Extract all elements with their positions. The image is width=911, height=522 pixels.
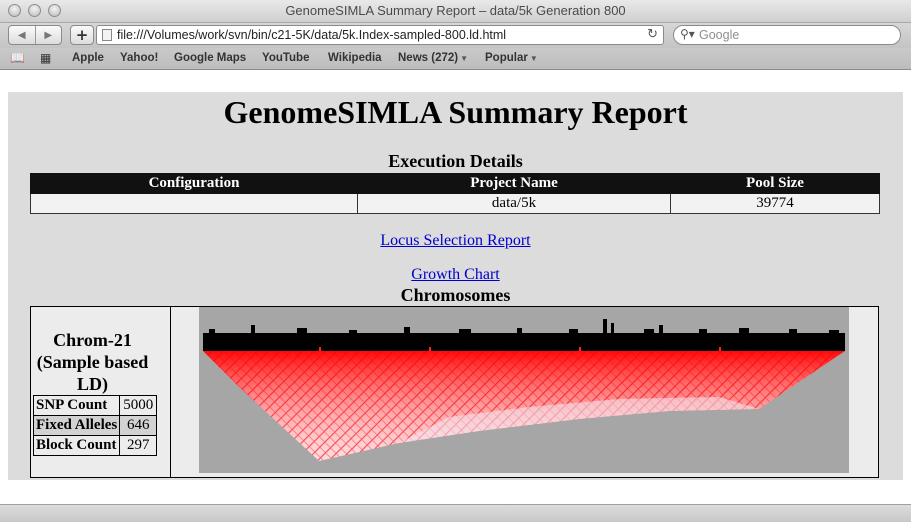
project-name-cell: data/5k: [357, 193, 671, 214]
status-bar: [0, 504, 911, 522]
pool-size-cell: 39774: [670, 193, 880, 214]
search-field[interactable]: ⚲▾: [673, 25, 901, 45]
stat-row-block-count: Block Count 297: [32, 435, 158, 456]
minimize-window-button[interactable]: [28, 4, 41, 17]
report-page: GenomeSIMLA Summary Report Execution Det…: [8, 92, 903, 480]
column-header-project-name: Project Name: [357, 173, 671, 194]
snp-marker-bar: [203, 333, 845, 351]
window-title: GenomeSIMLA Summary Report – data/5k Gen…: [285, 3, 626, 18]
search-icon: ⚲▾: [680, 27, 695, 41]
stat-value: 5000: [119, 395, 158, 416]
bookmark-wikipedia[interactable]: Wikipedia: [328, 52, 382, 64]
chromosomes-title: Chromosomes: [400, 285, 511, 305]
bookmark-news-label: News (272): [398, 52, 459, 64]
bookmark-google-maps[interactable]: Google Maps: [174, 52, 247, 64]
bookmark-popular-menu[interactable]: Popular ▼: [485, 52, 538, 64]
url-text[interactable]: file:///Volumes/work/svn/bin/c21-5K/data…: [117, 28, 507, 42]
table-header-row: Configuration Project Name Pool Size: [30, 173, 880, 194]
browser-toolbar: ◀ ▶ + file:///Volumes/work/svn/bin/c21-5…: [0, 23, 911, 48]
bookmark-yahoo[interactable]: Yahoo!: [120, 52, 159, 64]
reload-icon[interactable]: ↻: [647, 27, 658, 42]
forward-button[interactable]: ▶: [34, 26, 62, 44]
stat-label: SNP Count: [32, 395, 121, 416]
column-header-pool-size: Pool Size: [670, 173, 880, 194]
stat-label: Block Count: [32, 435, 121, 456]
execution-details-table: Configuration Project Name Pool Size dat…: [30, 173, 880, 214]
stat-value: 297: [119, 435, 158, 456]
plus-icon: +: [75, 26, 89, 44]
history-nav: ◀ ▶: [8, 25, 62, 45]
bookmark-apple[interactable]: Apple: [72, 52, 104, 64]
document-icon: [102, 29, 112, 41]
bookmark-youtube[interactable]: YouTube: [262, 52, 310, 64]
ld-low-region: [399, 397, 759, 443]
address-bar[interactable]: file:///Volumes/work/svn/bin/c21-5K/data…: [96, 25, 664, 45]
stat-value: 646: [119, 415, 158, 436]
chevron-down-icon: ▼: [460, 54, 469, 63]
ld-heatmap-image: [199, 307, 849, 473]
configuration-cell: [30, 193, 358, 214]
close-window-button[interactable]: [8, 4, 21, 17]
search-input[interactable]: [699, 27, 889, 43]
chromosome-name: Chrom-21 (Sample based LD): [36, 330, 149, 394]
forward-icon: ▶: [44, 29, 53, 41]
chromosome-stats-table: SNP Count 5000 Fixed Alleles 646 Block C…: [32, 395, 158, 456]
page-title: GenomeSIMLA Summary Report: [223, 94, 688, 130]
back-button[interactable]: ◀: [9, 26, 35, 44]
execution-details-title: Execution Details: [388, 151, 523, 171]
bookmark-popular-label: Popular: [485, 52, 528, 64]
window-titlebar: GenomeSIMLA Summary Report – data/5k Gen…: [0, 0, 911, 23]
growth-chart-link-wrap: Growth Chart: [8, 266, 903, 284]
bookmark-news-menu[interactable]: News (272) ▼: [398, 52, 468, 64]
open-book-icon[interactable]: 📖: [10, 51, 25, 65]
snp-marker-ticks: [319, 347, 721, 351]
locus-selection-report-link[interactable]: Locus Selection Report: [380, 232, 531, 249]
grid-icon[interactable]: ▦: [40, 51, 52, 65]
bookmarks-bar: 📖 ▦ Apple Yahoo! Google Maps YouTube Wik…: [0, 48, 911, 70]
add-bookmark-button[interactable]: +: [70, 25, 94, 45]
table-row: data/5k 39774: [30, 193, 880, 214]
back-icon: ◀: [17, 29, 26, 41]
chevron-down-icon: ▼: [529, 54, 538, 63]
column-header-configuration: Configuration: [30, 173, 358, 194]
chromosome-panel: Chrom-21 (Sample based LD) SNP Count 500…: [30, 306, 879, 478]
snp-marker-spikes: [209, 319, 839, 335]
growth-chart-link[interactable]: Growth Chart: [411, 266, 500, 283]
stat-label: Fixed Alleles: [32, 415, 121, 436]
stat-row-fixed-alleles: Fixed Alleles 646: [32, 415, 158, 436]
chromosome-info-cell: Chrom-21 (Sample based LD) SNP Count 500…: [31, 307, 171, 477]
ld-triangle-shading: [203, 351, 845, 461]
locus-selection-link-wrap: Locus Selection Report: [8, 232, 903, 250]
stat-row-snp-count: SNP Count 5000: [32, 395, 158, 416]
zoom-window-button[interactable]: [48, 4, 61, 17]
